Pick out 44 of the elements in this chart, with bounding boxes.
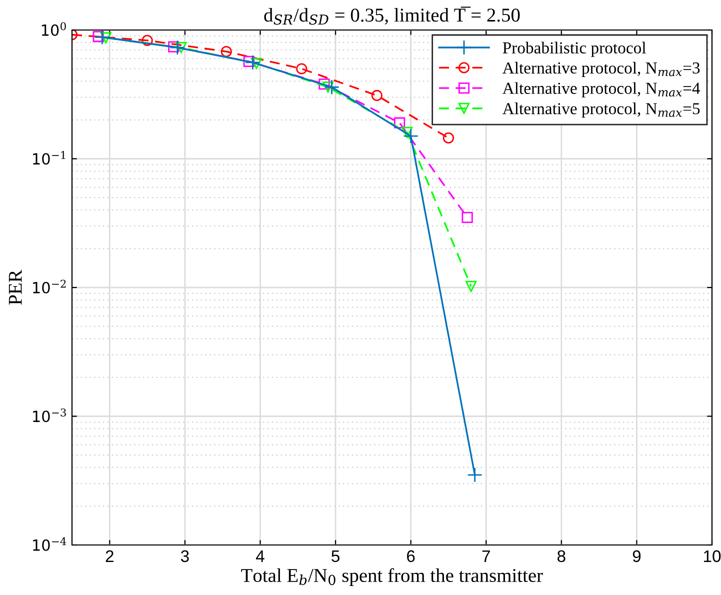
x-tick-label: 3 [180,550,189,562]
x-tick-label: 5 [332,550,340,562]
y-tick-label: 10$^{−2}$ [33,280,66,294]
point [467,467,482,483]
point [442,132,454,144]
x-tick-label: 10 [704,550,721,562]
x-tick-label: 7 [482,550,490,562]
x-axis-title: Total E$_{b}$/N$_{0}$ spent from the transmitter [241,568,543,586]
point [324,79,340,95]
x-tick-label: 4 [256,550,264,562]
legend-label: Alternative protocol, N$_{max}$=3 [502,62,700,77]
point [322,82,334,93]
point [403,128,418,144]
y-tick-label: 10$^{−4}$ [33,537,66,551]
point [250,58,262,69]
point [168,41,180,52]
point [394,117,406,128]
point [94,30,110,45]
point [100,32,112,44]
point [296,63,308,74]
x-tick-label: 9 [632,550,641,562]
y-axis-title: PER [8,270,22,305]
point [466,280,477,292]
y-tick-label: 10$^{−1}$ [33,150,66,165]
y-tick-label: 10$^{−3}$ [33,408,66,422]
point [92,30,104,42]
x-tick-label: 2 [106,550,114,562]
legend-label: Probabilistic protocol [502,42,646,57]
point [371,90,382,102]
point [462,212,473,224]
legend-label: Alternative protocol, N$_{max}$=5 [502,102,700,118]
point [220,46,232,58]
point [402,126,413,138]
chart-title: d$_{SR}$/d$_{SD}$ = 0.35, limited T̅ = 2.50 [264,6,520,25]
point [142,34,153,46]
x-tick-label: 6 [407,550,415,562]
point [170,40,186,56]
point [245,54,260,70]
y-tick-label: 10$^{0}$ [42,22,66,36]
legend-label: Alternative protocol, N$_{max}$=4 [502,82,700,98]
point [318,78,330,90]
point [243,56,254,67]
point [176,42,187,54]
x-tick-label: 8 [558,550,566,562]
